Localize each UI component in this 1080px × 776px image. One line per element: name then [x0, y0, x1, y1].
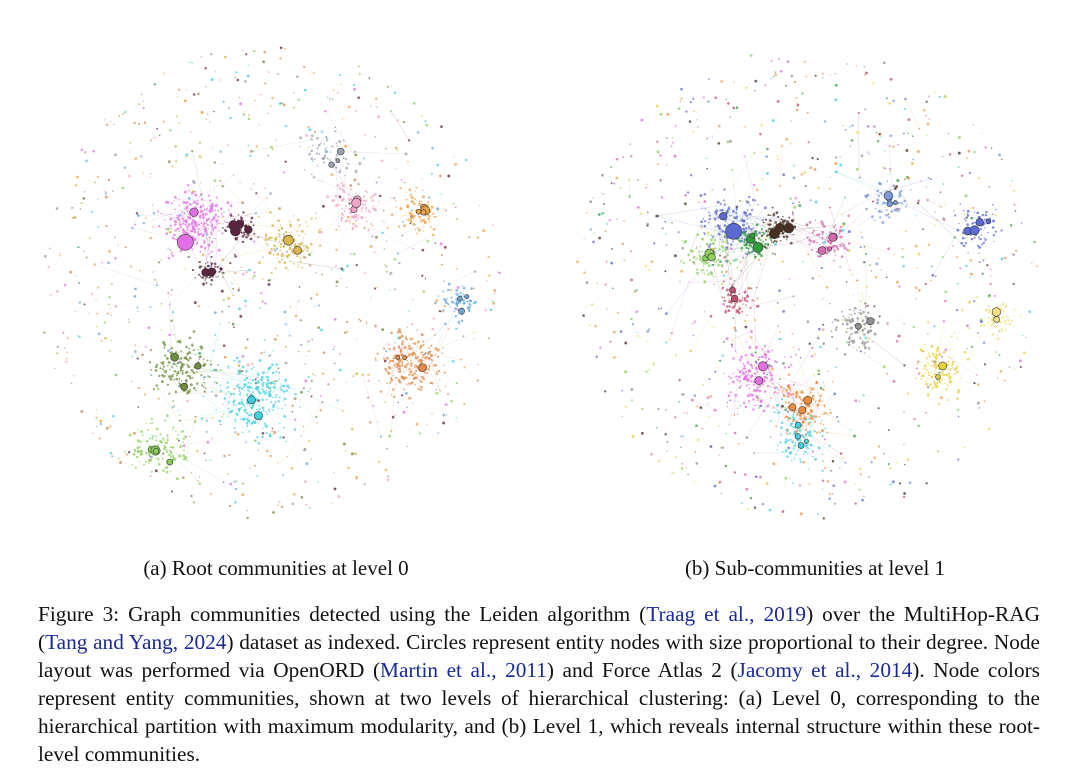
level1-graph-canvas [576, 54, 1038, 520]
level0-hub-node [152, 447, 160, 455]
level1-hub-node [883, 191, 893, 201]
network-graph-level1 [558, 28, 1058, 548]
level1-hub-node [749, 232, 756, 239]
level0-hub-node [180, 382, 188, 391]
level0-hub-node [351, 197, 362, 208]
subcaption-a: (a) Root communities at level 0 [143, 556, 409, 580]
level1-hub-node [828, 232, 838, 242]
level1-hub-node [975, 218, 984, 227]
level1-hub-node [754, 376, 764, 385]
level1-hub-node [826, 246, 833, 252]
level0-hub-node [194, 362, 202, 370]
level0-hub-node [293, 246, 302, 255]
level0-hub-node [177, 234, 194, 251]
level1-nodes [576, 54, 1038, 520]
level1-hub-node [817, 246, 827, 255]
level0-hub-node [418, 363, 427, 373]
level0-hub-node [458, 307, 465, 315]
level0-hub-node [170, 352, 179, 362]
level0-hub-node [395, 355, 401, 360]
level1-hub-node [886, 200, 893, 207]
level0-hub-node [402, 355, 408, 360]
level1-hub-node [985, 218, 992, 225]
level0-hub-node [335, 158, 341, 163]
level1-hub-node [788, 403, 797, 412]
citation-martin-link[interactable]: Martin et al., 2011 [380, 658, 547, 682]
citation-tang-yang-link[interactable]: Tang and Yang, 2024 [45, 630, 227, 654]
level0-hub-node [415, 208, 422, 215]
level0-hub-node [247, 395, 256, 405]
figure-caption: Figure 3: Graph communities detected usi… [38, 602, 1040, 766]
level0-edges [94, 111, 476, 490]
level0-hub-node [420, 209, 427, 216]
level0-hub-node [189, 207, 199, 217]
level1-hub-node [854, 322, 862, 330]
level0-hub-node [328, 161, 335, 168]
level0-hub-node [336, 147, 345, 156]
citation-traag-link[interactable]: Traag et al., 2019 [646, 602, 807, 626]
level0-graph-canvas [43, 46, 502, 520]
level1-edges [628, 98, 993, 464]
citation-jacomy-link[interactable]: Jacomy et al., 2014 [737, 658, 913, 682]
level0-hub-node [166, 458, 174, 466]
level0-hub-node [253, 411, 263, 420]
level1-hub-node [935, 374, 941, 380]
level1-hub-node [774, 227, 781, 234]
level1-hub-node [783, 222, 795, 234]
level1-hub-node [752, 242, 764, 253]
level1-hub-node [969, 225, 980, 236]
level1-hub-node [993, 316, 1000, 323]
level1-hub-node [725, 223, 742, 240]
level1-hub-node [803, 438, 809, 444]
level1-hub-node [892, 200, 898, 206]
level0-hub-node [208, 267, 217, 276]
level1-hub-node [730, 294, 739, 303]
level0-hub-node [283, 235, 294, 246]
level1-hub-node [866, 317, 875, 326]
level1-hub-node [794, 433, 801, 440]
level0-hub-node [464, 294, 470, 300]
level1-hub-node [794, 421, 802, 429]
level1-hub-node [798, 406, 807, 415]
level1-hub-node [707, 253, 716, 262]
level1-hub-node [719, 212, 728, 221]
level0-hub-node [244, 225, 253, 234]
level1-hub-node [938, 361, 948, 371]
level0-hub-node [228, 220, 239, 231]
level1-hub-node [797, 442, 805, 449]
level1-hub-node [803, 395, 812, 405]
level1-hub-node [991, 307, 1002, 317]
level1-hub-node [729, 286, 736, 294]
level0-hub-node [457, 295, 463, 302]
level1-hub-node [758, 361, 768, 372]
level0-nodes [43, 46, 502, 520]
network-graph-level0 [20, 28, 520, 548]
subcaption-b: (b) Sub-communities at level 1 [684, 556, 946, 580]
